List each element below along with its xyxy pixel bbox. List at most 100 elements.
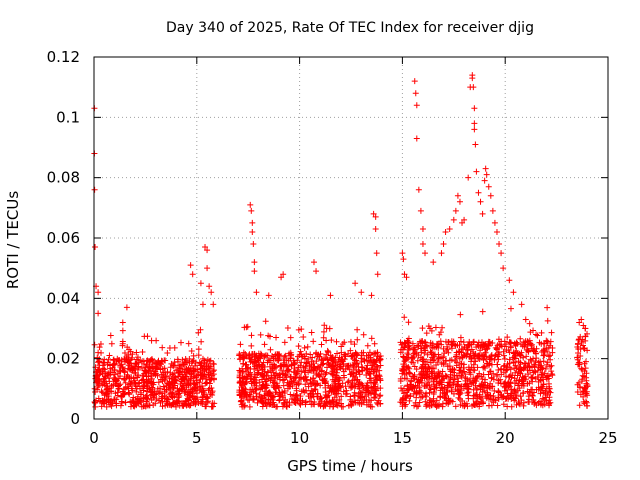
data-point [239,365,246,372]
data-point [422,392,429,399]
data-point [181,387,188,394]
data-point [496,341,503,348]
y-tick-label: 0.04 [47,289,80,307]
data-point [359,367,366,374]
data-point [582,384,589,391]
data-point [434,359,441,366]
data-point [405,386,412,393]
data-point [416,384,423,391]
data-point [253,382,260,389]
data-point [237,392,244,399]
data-point [404,364,411,371]
data-point [98,349,105,356]
data-point [476,393,483,400]
data-point [105,356,112,363]
data-point [544,317,551,324]
data-point [430,378,437,385]
data-point [163,382,170,389]
data-point [422,398,429,405]
data-point [473,398,480,405]
data-point [330,398,337,405]
data-point [133,388,140,395]
data-point [319,361,326,368]
data-point [209,372,216,379]
data-point [538,329,545,336]
data-point [175,358,182,365]
data-point [489,340,496,347]
data-point [413,350,420,357]
data-point-peak [95,289,102,296]
data-point [186,355,193,362]
data-point [533,350,540,357]
data-point [303,350,310,357]
data-point [374,377,381,384]
data-point [523,353,530,360]
data-point [515,366,522,373]
data-point-peak [496,241,503,248]
data-point [410,359,417,366]
data-point [408,378,415,385]
data-point [578,365,585,372]
data-point [168,381,175,388]
data-point [530,369,537,376]
data-point [154,385,161,392]
data-point [451,376,458,383]
data-point [121,386,128,393]
data-point [580,388,587,395]
data-point [267,346,274,353]
data-point [184,388,191,395]
data-point-peak [477,198,484,205]
data-point [290,392,297,399]
data-point [456,391,463,398]
data-point [494,361,501,368]
data-point [446,363,453,370]
data-point [94,354,101,361]
data-point [360,399,367,406]
data-point [349,377,356,384]
data-point [489,383,496,390]
data-point [520,389,527,396]
data-point [545,344,552,351]
data-point [520,402,527,409]
data-point [330,389,337,396]
data-point [495,349,502,356]
data-point [175,388,182,395]
data-point [457,390,464,397]
data-point [295,326,302,333]
data-point [376,393,383,400]
data-point [338,393,345,400]
data-point [293,385,300,392]
data-point [104,383,111,390]
data-point [207,376,214,383]
data-point [524,362,531,369]
data-point [401,314,408,321]
data-point [406,397,413,404]
data-point-peak [543,337,550,344]
data-point [544,338,551,345]
data-point [137,391,144,398]
data-point [333,396,340,403]
data-point [518,397,525,404]
data-point [237,369,244,376]
data-point [252,386,259,393]
data-point [351,341,358,348]
data-point [579,372,586,379]
data-point [98,388,105,395]
data-point-peak [187,262,194,269]
data-point [239,382,246,389]
data-point [429,370,436,377]
data-point [246,403,253,410]
data-point [160,383,167,390]
data-point [574,389,581,396]
data-point [349,384,356,391]
data-point [410,354,417,361]
data-point [113,396,120,403]
data-point [405,346,412,353]
data-point [144,385,151,392]
data-point [298,368,305,375]
data-point [480,384,487,391]
data-point [248,342,255,349]
data-point [325,361,332,368]
data-point [342,351,349,358]
data-point [199,365,206,372]
